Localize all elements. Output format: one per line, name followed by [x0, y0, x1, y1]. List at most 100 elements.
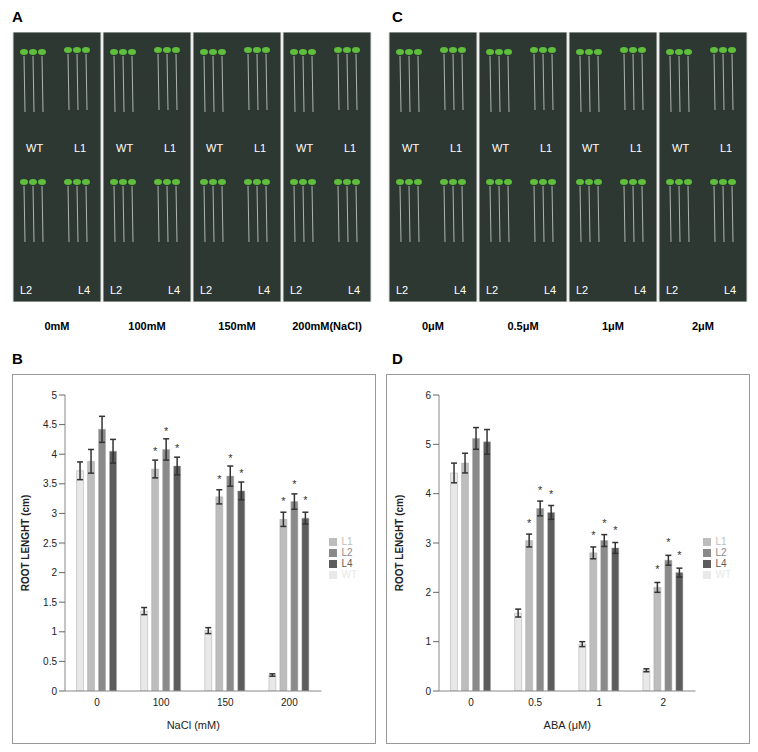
- svg-text:L2: L2: [576, 284, 588, 296]
- svg-text:3: 3: [425, 538, 431, 549]
- svg-text:*: *: [281, 495, 286, 507]
- svg-text:150: 150: [217, 697, 234, 708]
- svg-text:L1: L1: [74, 142, 86, 154]
- svg-text:100: 100: [153, 697, 170, 708]
- html-text:L2: L2: [715, 547, 727, 558]
- svg-text:2: 2: [661, 697, 667, 708]
- svg-text:*: *: [666, 536, 671, 548]
- svg-text:L1: L1: [720, 142, 732, 154]
- svg-text:L1: L1: [254, 142, 266, 154]
- svg-text:2: 2: [51, 567, 57, 578]
- svg-text:0: 0: [425, 686, 431, 697]
- svg-text:1: 1: [597, 697, 603, 708]
- html-text:0mM: 0mM: [44, 320, 70, 332]
- svg-text:L1: L1: [164, 142, 176, 154]
- html-text:D: D: [392, 350, 403, 367]
- svg-text:*: *: [591, 529, 596, 541]
- html-text:L2: L2: [341, 547, 353, 558]
- svg-text:L1: L1: [630, 142, 642, 154]
- svg-text:L4: L4: [348, 284, 360, 296]
- svg-text:ROOT LENGHT (cm): ROOT LENGHT (cm): [20, 495, 31, 592]
- html-text:A: A: [12, 8, 23, 25]
- svg-text:L2: L2: [110, 284, 122, 296]
- svg-text:L1: L1: [344, 142, 356, 154]
- svg-text:*: *: [228, 452, 233, 464]
- svg-text:3.5: 3.5: [43, 478, 57, 489]
- svg-text:*: *: [602, 517, 607, 529]
- svg-text:0.5: 0.5: [528, 697, 542, 708]
- html-text:2μM: 2μM: [692, 320, 714, 332]
- svg-text:L4: L4: [168, 284, 180, 296]
- html-text:C: C: [392, 8, 403, 25]
- svg-text:0: 0: [94, 697, 100, 708]
- html-text:1μM: 1μM: [602, 320, 624, 332]
- svg-text:L2: L2: [396, 284, 408, 296]
- html-text:B: B: [12, 350, 23, 367]
- svg-text:L4: L4: [78, 284, 90, 296]
- svg-text:WT: WT: [582, 142, 599, 154]
- svg-text:L4: L4: [544, 284, 556, 296]
- svg-text:L2: L2: [666, 284, 678, 296]
- svg-text:WT: WT: [116, 142, 133, 154]
- svg-text:5: 5: [51, 390, 57, 401]
- svg-text:1: 1: [425, 636, 431, 647]
- svg-text:2.5: 2.5: [43, 538, 57, 549]
- svg-text:ABA (μM): ABA (μM): [544, 719, 591, 731]
- html-text:0μM: 0μM: [422, 320, 444, 332]
- svg-text:0: 0: [468, 697, 474, 708]
- svg-text:WT: WT: [206, 142, 223, 154]
- html-text:WT: WT: [715, 569, 731, 580]
- svg-text:L2: L2: [200, 284, 212, 296]
- svg-text:*: *: [527, 517, 532, 529]
- svg-text:L2: L2: [290, 284, 302, 296]
- svg-text:*: *: [217, 473, 222, 485]
- html-text:L1: L1: [341, 536, 353, 547]
- svg-text:0: 0: [51, 686, 57, 697]
- html-text:100mM: 100mM: [128, 320, 166, 332]
- svg-text:*: *: [175, 442, 180, 454]
- svg-text:*: *: [303, 494, 308, 506]
- svg-text:3: 3: [51, 508, 57, 519]
- html-text:150mM: 150mM: [218, 320, 256, 332]
- svg-text:WT: WT: [26, 142, 43, 154]
- html-text:0.5μM: 0.5μM: [507, 320, 539, 332]
- html-text:L1: L1: [715, 536, 727, 547]
- svg-text:L4: L4: [724, 284, 736, 296]
- svg-text:L2: L2: [20, 284, 32, 296]
- svg-text:6: 6: [425, 390, 431, 401]
- svg-text:L4: L4: [634, 284, 646, 296]
- svg-text:L1: L1: [540, 142, 552, 154]
- svg-text:ROOT LENGHT (cm): ROOT LENGHT (cm): [394, 495, 405, 592]
- svg-text:1: 1: [51, 626, 57, 637]
- svg-text:NaCl (mM): NaCl (mM): [167, 719, 220, 731]
- svg-text:*: *: [153, 445, 158, 457]
- svg-text:*: *: [292, 478, 297, 490]
- svg-text:*: *: [677, 549, 682, 561]
- svg-text:L1: L1: [450, 142, 462, 154]
- html-text:WT: WT: [341, 569, 357, 580]
- svg-text:2: 2: [425, 587, 431, 598]
- svg-text:4: 4: [425, 488, 431, 499]
- svg-text:4: 4: [51, 449, 57, 460]
- svg-text:0.5: 0.5: [43, 656, 57, 667]
- svg-text:*: *: [164, 425, 169, 437]
- svg-text:WT: WT: [296, 142, 313, 154]
- svg-text:WT: WT: [672, 142, 689, 154]
- html-text:200mM(NaCl): 200mM(NaCl): [292, 320, 362, 332]
- svg-text:*: *: [239, 467, 244, 479]
- html-text:L4: L4: [341, 558, 353, 569]
- svg-text:L2: L2: [486, 284, 498, 296]
- svg-text:*: *: [613, 524, 618, 536]
- svg-text:*: *: [549, 488, 554, 500]
- svg-text:5: 5: [425, 439, 431, 450]
- svg-text:200: 200: [281, 697, 298, 708]
- svg-text:1.5: 1.5: [43, 597, 57, 608]
- svg-text:*: *: [655, 563, 660, 575]
- html-text:L4: L4: [715, 558, 727, 569]
- svg-text:L4: L4: [258, 284, 270, 296]
- svg-text:*: *: [538, 484, 543, 496]
- svg-text:L4: L4: [454, 284, 466, 296]
- svg-text:WT: WT: [402, 142, 419, 154]
- svg-text:WT: WT: [492, 142, 509, 154]
- svg-text:4.5: 4.5: [43, 419, 57, 430]
